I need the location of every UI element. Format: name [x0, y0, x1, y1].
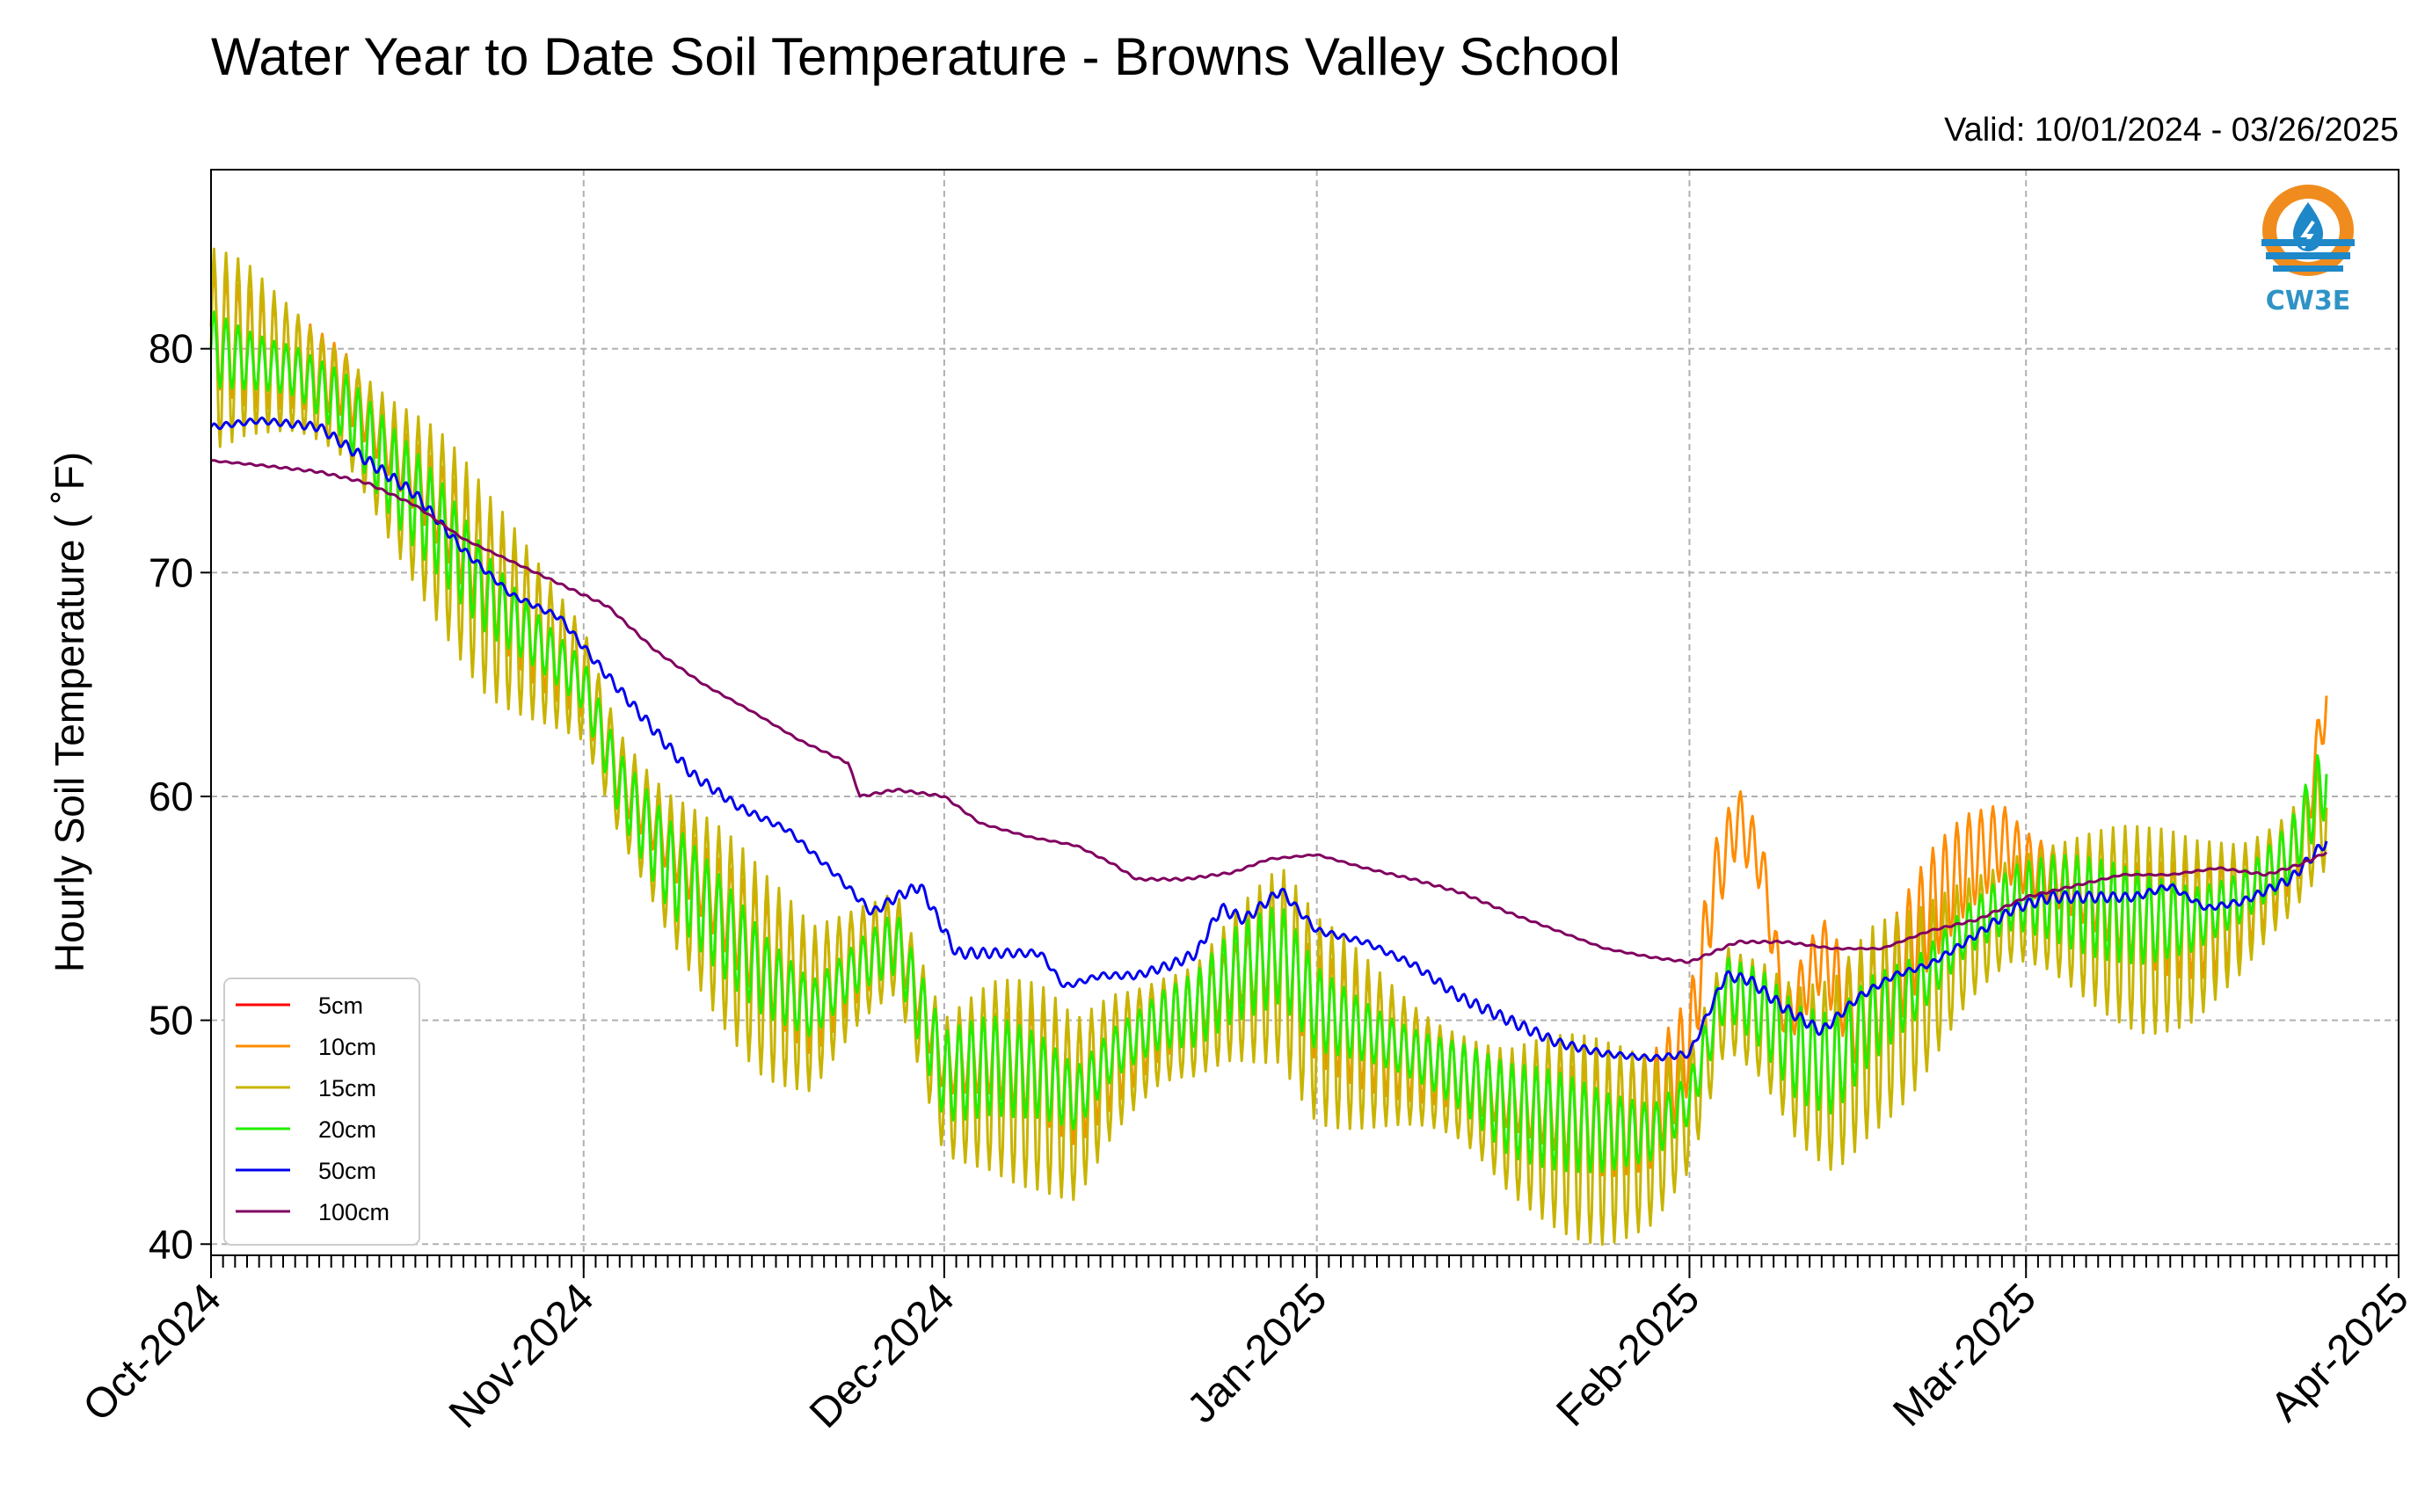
x-tick-label: Apr-2025 — [2262, 1275, 2418, 1430]
grid — [211, 170, 2399, 1255]
legend-label-50cm: 50cm — [318, 1158, 376, 1184]
y-axis-label: Hourly Soil Temperature ( ˚F) — [47, 452, 92, 972]
series-line-10cm — [209, 270, 2328, 1177]
y-tick-label: 70 — [149, 549, 193, 595]
x-tick-label: Feb-2025 — [1547, 1275, 1708, 1436]
series-line-20cm — [209, 310, 2328, 1174]
series-line-50cm — [209, 416, 2328, 1063]
x-tick-label: Nov-2024 — [441, 1275, 603, 1437]
plot-frame — [210, 169, 2400, 1256]
y-axis-ticks: 40 50 60 70 80 — [149, 326, 211, 1267]
chart-subtitle: Valid: 10/01/2024 - 03/26/2025 — [1944, 112, 2399, 149]
chart-title: Water Year to Date Soil Temperature - Br… — [211, 27, 1620, 86]
x-tick-label: Jan-2025 — [1178, 1275, 1336, 1432]
x-tick-label: Oct-2024 — [75, 1275, 230, 1430]
series-lines — [209, 247, 2328, 1247]
y-tick-label: 40 — [149, 1221, 193, 1267]
logo-wave-2-icon — [2266, 252, 2350, 259]
legend-label-15cm: 15cm — [318, 1075, 376, 1101]
x-tick-label: Mar-2025 — [1884, 1275, 2045, 1436]
y-tick-label: 60 — [149, 774, 193, 819]
series-line-15cm — [209, 247, 2328, 1247]
logo-text: CW3E — [2266, 286, 2350, 316]
y-tick-label: 50 — [149, 998, 193, 1043]
x-tick-label: Dec-2024 — [801, 1275, 964, 1437]
logo-wave-3-icon — [2273, 265, 2343, 272]
x-axis-ticks: Oct-2024 Nov-2024 Dec-2024 Jan-2025 Feb-2025… — [75, 1255, 2418, 1437]
legend-label-10cm: 10cm — [318, 1034, 376, 1060]
y-tick-label: 80 — [149, 326, 193, 372]
logo-wave-1-icon — [2261, 239, 2355, 246]
legend: 5cm 10cm 15cm 20cm 50cm 100cm — [223, 978, 420, 1246]
cw3e-logo: CW3E — [2261, 185, 2355, 316]
legend-label-5cm: 5cm — [318, 992, 363, 1019]
legend-label-100cm: 100cm — [318, 1199, 390, 1225]
series-line-100cm — [210, 459, 2328, 964]
legend-label-20cm: 20cm — [318, 1116, 376, 1143]
